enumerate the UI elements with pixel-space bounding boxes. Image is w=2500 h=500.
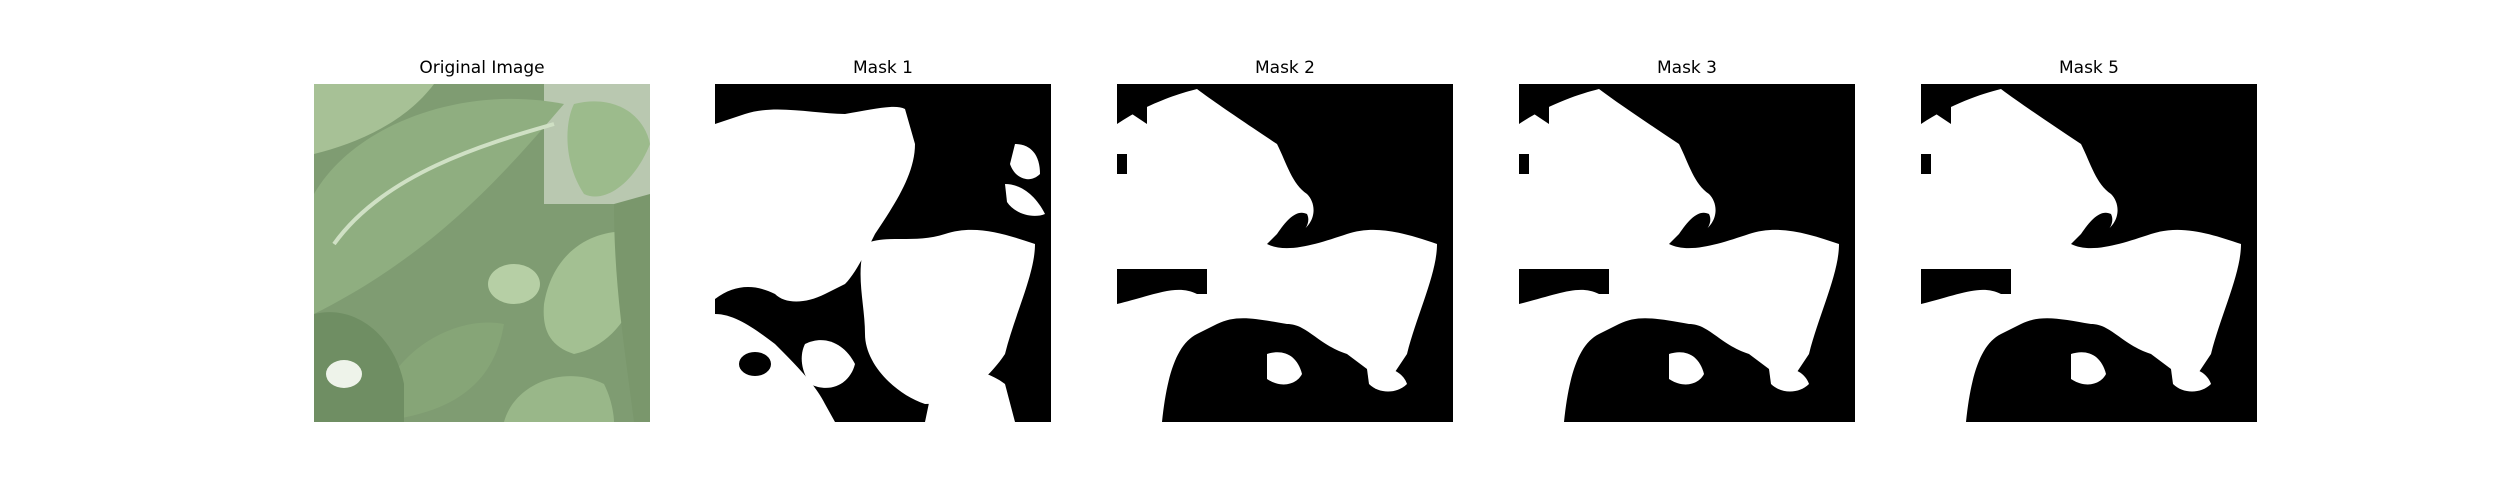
mask-1-image (715, 84, 1051, 422)
mask-1-panel: Mask 1 (715, 0, 1051, 500)
mask-3-image (1519, 84, 1855, 422)
mask-5-image (1921, 84, 2257, 422)
mask-3-title: Mask 3 (1656, 58, 1717, 78)
mask-5-panel: Mask 5 (1921, 0, 2257, 500)
original-leaf-photo (314, 84, 650, 422)
mask-2-panel: Mask 2 (1117, 0, 1453, 500)
mask-3-panel: Mask 3 (1519, 0, 1855, 500)
mask-2-title: Mask 2 (1254, 58, 1315, 78)
original-image-title: Original Image (419, 58, 545, 78)
original-image-panel: Original Image (314, 0, 650, 500)
mask-2-image (1117, 84, 1453, 422)
mask-5-title: Mask 5 (2058, 58, 2119, 78)
mask-1-title: Mask 1 (852, 58, 913, 78)
